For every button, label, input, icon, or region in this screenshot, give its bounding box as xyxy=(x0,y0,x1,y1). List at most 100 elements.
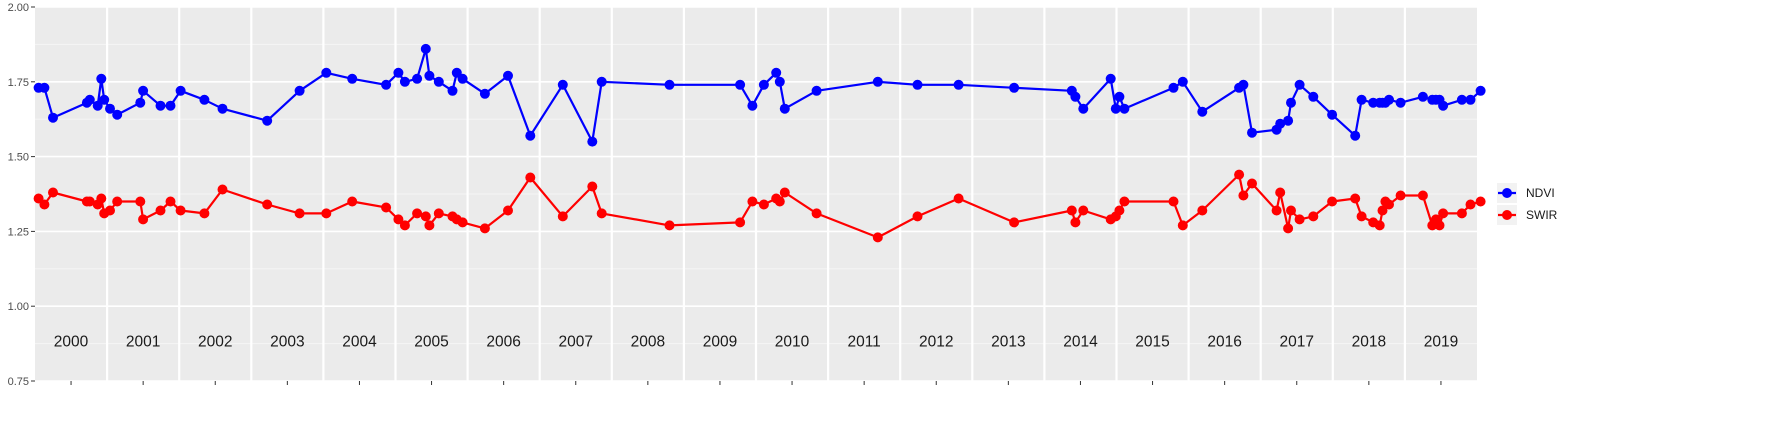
ndvi-data-point xyxy=(664,79,675,90)
ndvi-data-point xyxy=(1119,103,1130,114)
ndvi-data-point xyxy=(587,136,598,147)
y-tick-label: 1.50 xyxy=(8,152,29,164)
ndvi-data-point xyxy=(525,130,536,141)
swir-data-point xyxy=(347,196,358,207)
year-label: 2011 xyxy=(847,334,880,351)
ndvi-data-point xyxy=(1168,82,1179,93)
ndvi-data-point xyxy=(105,103,115,114)
ndvi-data-point xyxy=(1327,109,1338,120)
ndvi-data-point xyxy=(758,79,769,90)
swir-data-point xyxy=(294,208,305,219)
swir-data-point xyxy=(96,193,107,204)
swir-data-point xyxy=(1271,205,1282,216)
swir-data-point xyxy=(758,199,769,210)
ndvi-data-point xyxy=(381,79,392,90)
ndvi-data-point xyxy=(347,73,358,84)
y-tick-label: 2.00 xyxy=(8,2,29,14)
swir-data-point xyxy=(1197,205,1208,216)
ndvi-data-point xyxy=(92,100,103,111)
ndvi-data-point xyxy=(138,85,149,96)
y-tick-label: 1.75 xyxy=(8,77,29,89)
swir-data-point xyxy=(1078,205,1089,216)
swir-data-point xyxy=(1177,220,1188,231)
year-label: 2002 xyxy=(198,334,232,351)
ndvi-data-point xyxy=(872,76,883,87)
swir-data-point xyxy=(1119,196,1130,207)
ndvi-data-point xyxy=(321,67,332,78)
ndvi-data-point xyxy=(433,76,444,87)
ndvi-data-point xyxy=(96,73,107,84)
swir-data-point xyxy=(557,211,568,222)
swir-data-point xyxy=(525,172,536,183)
ndvi-data-point xyxy=(1294,79,1305,90)
year-label: 2001 xyxy=(126,334,160,351)
ndvi-data-point xyxy=(1308,91,1319,102)
swir-data-point xyxy=(1308,211,1319,222)
legend-key-marker xyxy=(1502,210,1512,220)
legend-label-ndvi: NDVI xyxy=(1526,186,1555,200)
swir-data-point xyxy=(1286,205,1296,216)
year-label: 2010 xyxy=(775,334,810,351)
swir-data-point xyxy=(587,181,598,192)
ndvi-data-point xyxy=(1275,118,1286,129)
swir-data-point xyxy=(1377,205,1388,216)
swir-data-point xyxy=(433,208,444,219)
ndvi-data-point xyxy=(1417,91,1428,102)
ndvi-data-point xyxy=(1465,94,1476,105)
ndvi-data-point xyxy=(1384,94,1394,105)
ndvi-data-point xyxy=(99,94,110,105)
legend: NDVI SWIR xyxy=(1497,183,1558,225)
swir-data-point xyxy=(1327,196,1338,207)
ndvi-data-point xyxy=(774,76,785,87)
swir-data-point xyxy=(1247,178,1257,189)
swir-data-point xyxy=(747,196,758,207)
swir-data-point xyxy=(503,205,513,216)
ndvi-data-point xyxy=(1238,79,1249,90)
ndvi-data-point xyxy=(175,85,186,96)
swir-data-point xyxy=(1465,199,1476,210)
swir-data-point xyxy=(1114,205,1125,216)
ndvi-data-point xyxy=(165,100,176,111)
swir-data-point xyxy=(1283,223,1294,234)
ndvi-data-point xyxy=(447,85,458,96)
ndvi-data-point xyxy=(912,79,923,90)
swir-data-point xyxy=(872,232,883,243)
year-label: 2012 xyxy=(919,334,953,351)
swir-data-point xyxy=(1234,169,1245,180)
swir-data-point xyxy=(112,196,123,207)
swir-data-point xyxy=(420,211,431,222)
swir-data-point xyxy=(479,223,490,234)
ndvi-data-point xyxy=(779,103,790,114)
swir-data-point xyxy=(1456,208,1467,219)
swir-data-point xyxy=(1294,214,1305,225)
ndvi-data-point xyxy=(399,76,410,87)
ndvi-data-point xyxy=(135,97,146,108)
ndvi-data-point xyxy=(953,79,964,90)
ndvi-data-point xyxy=(1350,130,1361,141)
ndvi-data-point xyxy=(557,79,568,90)
ndvi-data-point xyxy=(457,73,468,84)
swir-data-point xyxy=(1384,199,1394,210)
swir-data-point xyxy=(1066,205,1077,216)
ndvi-data-point xyxy=(155,100,166,111)
ndvi-data-point xyxy=(1110,103,1121,114)
ndvi-data-point xyxy=(1286,97,1296,108)
ndvi-data-point xyxy=(39,82,50,93)
year-label: 2013 xyxy=(991,334,1025,351)
swir-data-point xyxy=(1356,211,1367,222)
swir-data-point xyxy=(424,220,435,231)
ndvi-data-point xyxy=(1356,94,1367,105)
ndvi-data-point xyxy=(1456,94,1467,105)
swir-data-point xyxy=(779,187,790,198)
swir-data-point xyxy=(412,208,423,219)
swir-data-point xyxy=(1417,190,1428,201)
year-label: 2007 xyxy=(559,334,593,351)
swir-data-point xyxy=(138,214,149,225)
ndvi-data-point xyxy=(1177,76,1188,87)
ndvi-data-point xyxy=(217,103,228,114)
year-label: 2004 xyxy=(342,334,377,351)
swir-data-point xyxy=(321,208,332,219)
swir-data-point xyxy=(199,208,210,219)
ndvi-data-point xyxy=(596,76,607,87)
